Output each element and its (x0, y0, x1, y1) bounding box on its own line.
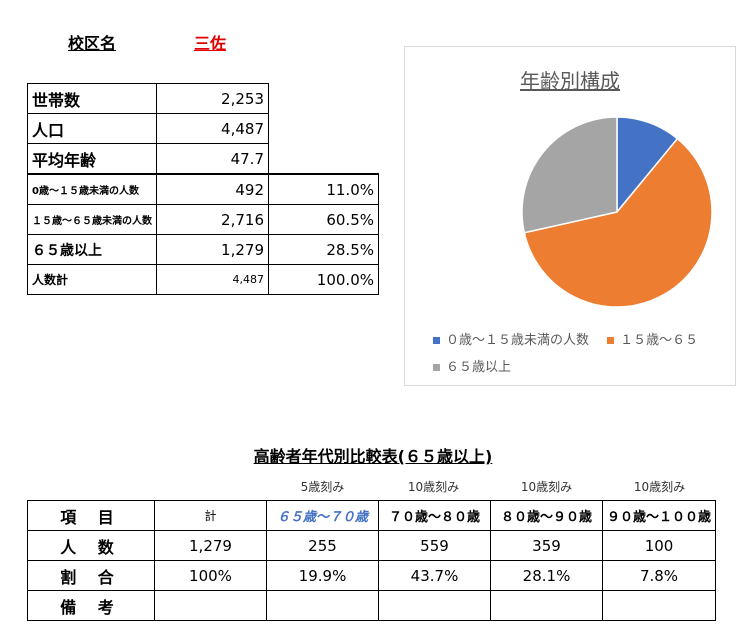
people-total: 1,279 (154, 530, 267, 561)
people-90-100: 100 (601, 530, 717, 561)
age-15-65-value: 2,716 (156, 204, 269, 235)
total-percent: 100.0% (268, 264, 379, 295)
pie-slice-65-plus[interactable] (521, 116, 618, 234)
legend-label: １５歳～６５ (620, 333, 699, 348)
age-65-plus-value: 1,279 (156, 234, 269, 265)
table-row: 0歳～１５歳未満の人数 492 11.0% (27, 173, 379, 205)
ratio-70-80: 43.7% (378, 560, 491, 591)
empty-cell (269, 84, 379, 114)
households-label: 世帯数 (27, 83, 157, 114)
table-row: 項 目 計 ６５歳～７０歳 ７０歳～８０歳 ８０歳～９０歳 ９０歳～１００歳 (27, 500, 717, 531)
population-stats-table: 世帯数 2,253 人口 4,487 平均年齢 47.7 0歳～１５歳未満の人数… (27, 83, 379, 295)
average-age-value: 47.7 (156, 143, 269, 175)
age-0-15-value: 492 (156, 173, 269, 205)
legend-swatch-orange (607, 337, 615, 344)
pie-slice-15-65[interactable] (523, 137, 713, 308)
table-row: 人 数 1,279 255 559 359 100 (27, 530, 717, 561)
column-note: 10歳刻み (633, 480, 686, 494)
table-row: 平均年齢 47.7 (27, 143, 379, 175)
chart-legend: ０歳～１５歳未満の人数 １５歳～６５ ６５歳以上 (433, 329, 735, 383)
column-header-70-80: ７０歳～８０歳 (378, 500, 491, 531)
column-note: 10歳刻み (520, 480, 573, 494)
row-header-people: 人 数 (27, 530, 155, 561)
population-label: 人口 (27, 113, 157, 144)
ratio-80-90: 28.1% (490, 560, 603, 591)
row-header-ratio: 割 合 (27, 560, 155, 591)
age-65-plus-percent: 28.5% (268, 234, 379, 265)
elderly-comparison-table: 項 目 計 ６５歳～７０歳 ７０歳～８０歳 ８０歳～９０歳 ９０歳～１００歳 人… (27, 500, 717, 621)
remarks-cell[interactable] (154, 590, 267, 621)
elderly-table-title: 高齢者年代別比較表(６５歳以上) (253, 447, 493, 466)
age-0-15-label: 0歳～１５歳未満の人数 (27, 173, 157, 205)
households-value: 2,253 (156, 83, 269, 114)
table-row: 人数計 4,487 100.0% (27, 264, 379, 295)
remarks-cell[interactable] (490, 590, 603, 621)
legend-swatch-blue (433, 337, 440, 344)
legend-item: １５歳～６５ (607, 329, 698, 348)
ratio-total: 100% (154, 560, 267, 591)
remarks-cell[interactable] (601, 590, 717, 621)
pie-slice-0-15[interactable] (616, 116, 679, 215)
ratio-90-100: 7.8% (601, 560, 717, 591)
column-header-80-90: ８０歳～９０歳 (490, 500, 603, 531)
row-header-item: 項 目 (27, 500, 155, 531)
empty-cell (269, 114, 379, 144)
people-65-70: 255 (266, 530, 379, 561)
ratio-65-70: 19.9% (266, 560, 379, 591)
table-row: 備 考 (27, 590, 717, 621)
column-note: 10歳刻み (407, 480, 460, 494)
pie-chart (521, 116, 713, 308)
row-header-remarks: 備 考 (27, 590, 155, 621)
table-row: １５歳～６５歳未満の人数 2,716 60.5% (27, 204, 379, 235)
remarks-cell[interactable] (266, 590, 379, 621)
age-0-15-percent: 11.0% (268, 173, 379, 205)
total-value: 4,487 (156, 264, 269, 295)
legend-label: ０歳～１５歳未満の人数 (446, 333, 590, 348)
empty-cell (269, 144, 379, 175)
table-row: 割 合 100% 19.9% 43.7% 28.1% 7.8% (27, 560, 717, 591)
district-name: 三佐 (194, 34, 227, 53)
column-note: 5歳刻み (300, 480, 345, 494)
district-label: 校区名 (68, 34, 117, 53)
legend-item: ６５歳以上 (433, 356, 511, 375)
table-row: 人口 4,487 (27, 113, 379, 144)
table-row: ６５歳以上 1,279 28.5% (27, 234, 379, 265)
age-15-65-percent: 60.5% (268, 204, 379, 235)
age-65-plus-label: ６５歳以上 (27, 234, 157, 265)
legend-label: ６５歳以上 (446, 360, 512, 375)
total-label: 人数計 (27, 264, 157, 295)
column-header-90-100: ９０歳～１００歳 (601, 500, 717, 531)
legend-swatch-gray (433, 364, 440, 371)
age-15-65-label: １５歳～６５歳未満の人数 (27, 204, 157, 235)
table-row: 世帯数 2,253 (27, 83, 379, 114)
people-70-80: 559 (378, 530, 491, 561)
chart-title: 年齢別構成 (520, 69, 620, 93)
population-value: 4,487 (156, 113, 269, 144)
people-80-90: 359 (490, 530, 603, 561)
column-header-total: 計 (154, 500, 267, 531)
remarks-cell[interactable] (378, 590, 491, 621)
column-header-65-70: ６５歳～７０歳 (266, 500, 379, 531)
average-age-label: 平均年齢 (27, 143, 157, 175)
legend-item: ０歳～１５歳未満の人数 (433, 329, 589, 348)
age-composition-chart[interactable]: 年齢別構成 ０歳～１５歳未満の人数 １５歳～６５ ６５歳以上 (404, 46, 736, 386)
